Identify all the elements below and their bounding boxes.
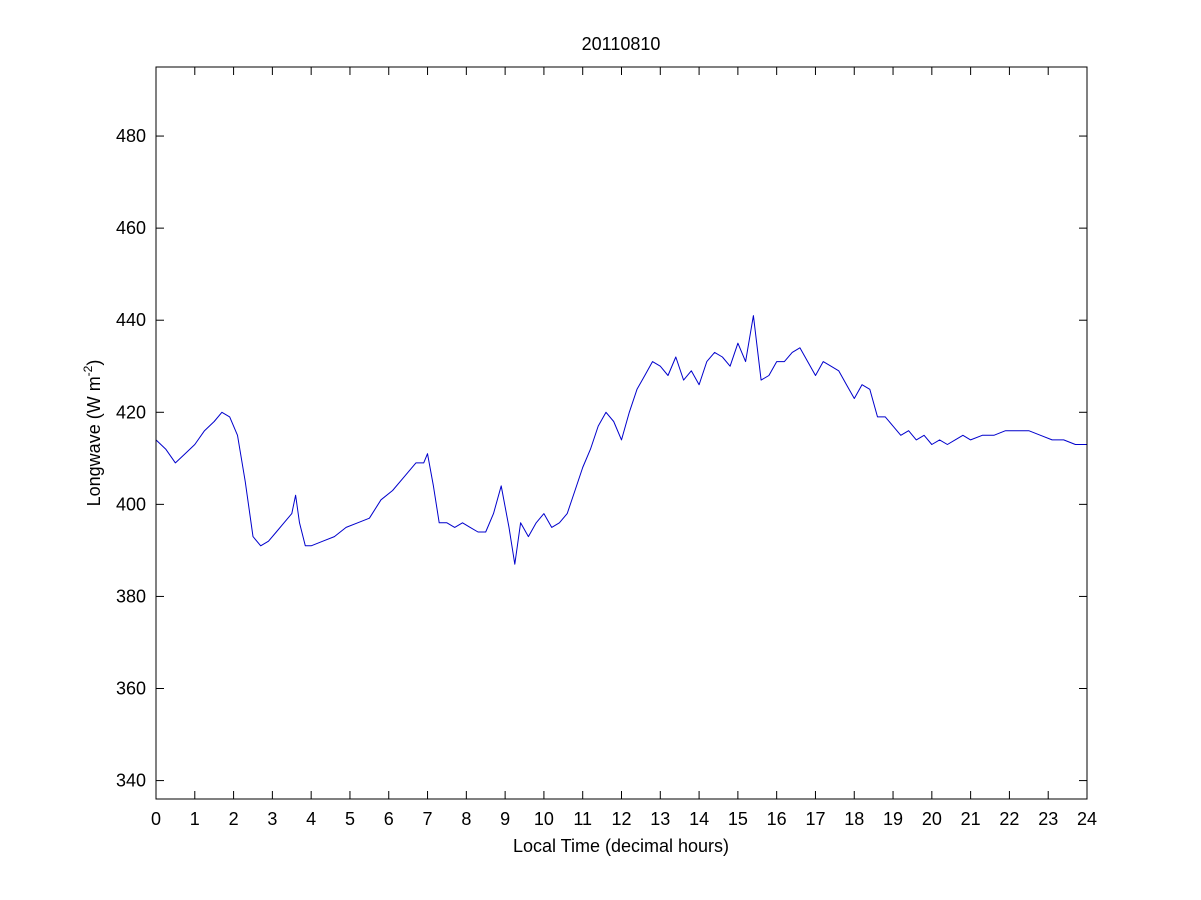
x-tick-label: 20 — [922, 809, 942, 829]
y-tick-label: 480 — [116, 126, 146, 146]
x-tick-label: 24 — [1077, 809, 1097, 829]
y-tick-label: 340 — [116, 771, 146, 791]
x-tick-label: 4 — [306, 809, 316, 829]
y-tick-label: 440 — [116, 310, 146, 330]
x-tick-label: 17 — [805, 809, 825, 829]
x-tick-label: 18 — [844, 809, 864, 829]
x-tick-label: 11 — [573, 809, 592, 829]
x-tick-label: 6 — [384, 809, 394, 829]
x-tick-label: 0 — [151, 809, 161, 829]
x-tick-label: 16 — [767, 809, 787, 829]
x-tick-label: 12 — [611, 809, 631, 829]
x-tick-label: 9 — [500, 809, 510, 829]
x-tick-label: 13 — [650, 809, 670, 829]
y-axis-ticks: 340 360 380 400 420 440 460 480 — [116, 126, 1087, 791]
y-tick-label: 360 — [116, 679, 146, 699]
y-tick-label: 380 — [116, 586, 146, 606]
x-tick-label: 8 — [461, 809, 471, 829]
x-axis-label: Local Time (decimal hours) — [513, 836, 729, 856]
longwave-series-line — [155, 315, 1087, 565]
y-tick-label: 460 — [116, 218, 146, 238]
x-tick-label: 14 — [689, 809, 709, 829]
x-tick-label: 15 — [728, 809, 748, 829]
x-tick-label: 3 — [267, 809, 277, 829]
y-axis-label-close: ) — [84, 360, 104, 366]
chart-title: 20110810 — [582, 34, 661, 54]
x-tick-label: 5 — [345, 809, 355, 829]
x-tick-label: 19 — [883, 809, 903, 829]
x-axis-ticks: 0 1 2 3 4 5 6 7 8 9 10 11 12 13 14 15 16 17 18 19 20 21 22 23 24 — [151, 67, 1097, 829]
y-axis-label-superscript: -2 — [81, 365, 95, 376]
y-tick-label: 400 — [116, 494, 146, 514]
plot-frame — [155, 66, 1088, 800]
x-tick-label: 10 — [534, 809, 554, 829]
y-axis-label-main: Longwave (W m — [84, 376, 104, 506]
x-tick-label: 21 — [961, 809, 981, 829]
x-tick-label: 2 — [229, 809, 239, 829]
x-tick-label: 1 — [190, 809, 200, 829]
y-axis-label: Longwave (W m-2) — [81, 360, 104, 507]
plot-area — [156, 67, 1087, 799]
series-layer — [155, 315, 1087, 565]
x-tick-label: 22 — [999, 809, 1019, 829]
x-tick-label: 23 — [1038, 809, 1058, 829]
x-tick-label: 7 — [423, 809, 433, 829]
y-tick-label: 420 — [116, 402, 146, 422]
